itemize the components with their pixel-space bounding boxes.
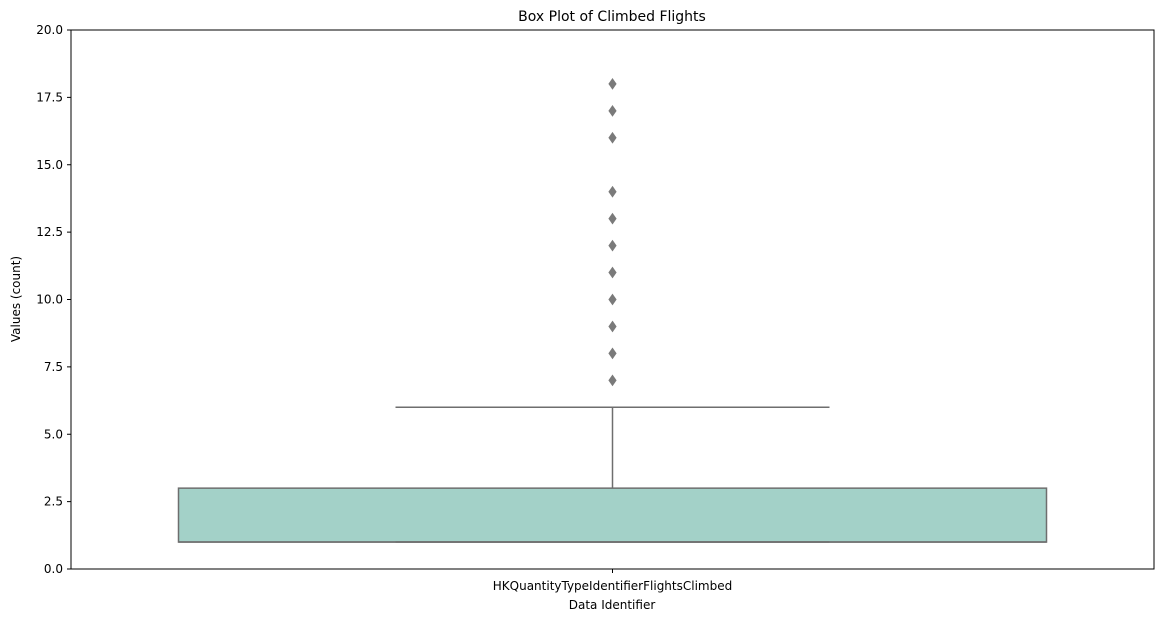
outlier-point (608, 185, 617, 198)
y-tick-label: 5.0 (44, 427, 63, 441)
outlier-point (608, 347, 617, 360)
y-tick-label: 15.0 (36, 158, 63, 172)
outlier-point (608, 374, 617, 387)
outlier-point (608, 104, 617, 117)
y-tick-label: 0.0 (44, 562, 63, 576)
y-tick-label: 17.5 (36, 90, 63, 104)
outlier-point (608, 320, 617, 333)
outlier-point (608, 78, 617, 90)
outlier-point (608, 266, 617, 279)
outlier-point (608, 131, 617, 144)
outlier-point (608, 212, 617, 225)
outlier-point (608, 293, 617, 306)
chart-title: Box Plot of Climbed Flights (518, 9, 706, 25)
x-axis-label: Data Identifier (569, 598, 656, 612)
y-tick-label: 2.5 (44, 495, 63, 509)
plot-area: 0.0 2.5 5.0 7.5 10.0 12.5 15.0 17.5 20.0 HKQuanti… (36, 23, 1155, 593)
y-axis-label: Values (count) (9, 256, 23, 342)
y-tick-label: 20.0 (36, 23, 63, 37)
y-tick-label: 10.0 (36, 293, 63, 307)
box-iqr (177, 487, 1048, 543)
y-tick-label: 12.5 (36, 225, 63, 239)
outlier-point (608, 239, 617, 252)
x-tick-label: HKQuantityTypeIdentifierFlightsClimbed (493, 579, 732, 593)
y-tick-label: 7.5 (44, 360, 63, 374)
